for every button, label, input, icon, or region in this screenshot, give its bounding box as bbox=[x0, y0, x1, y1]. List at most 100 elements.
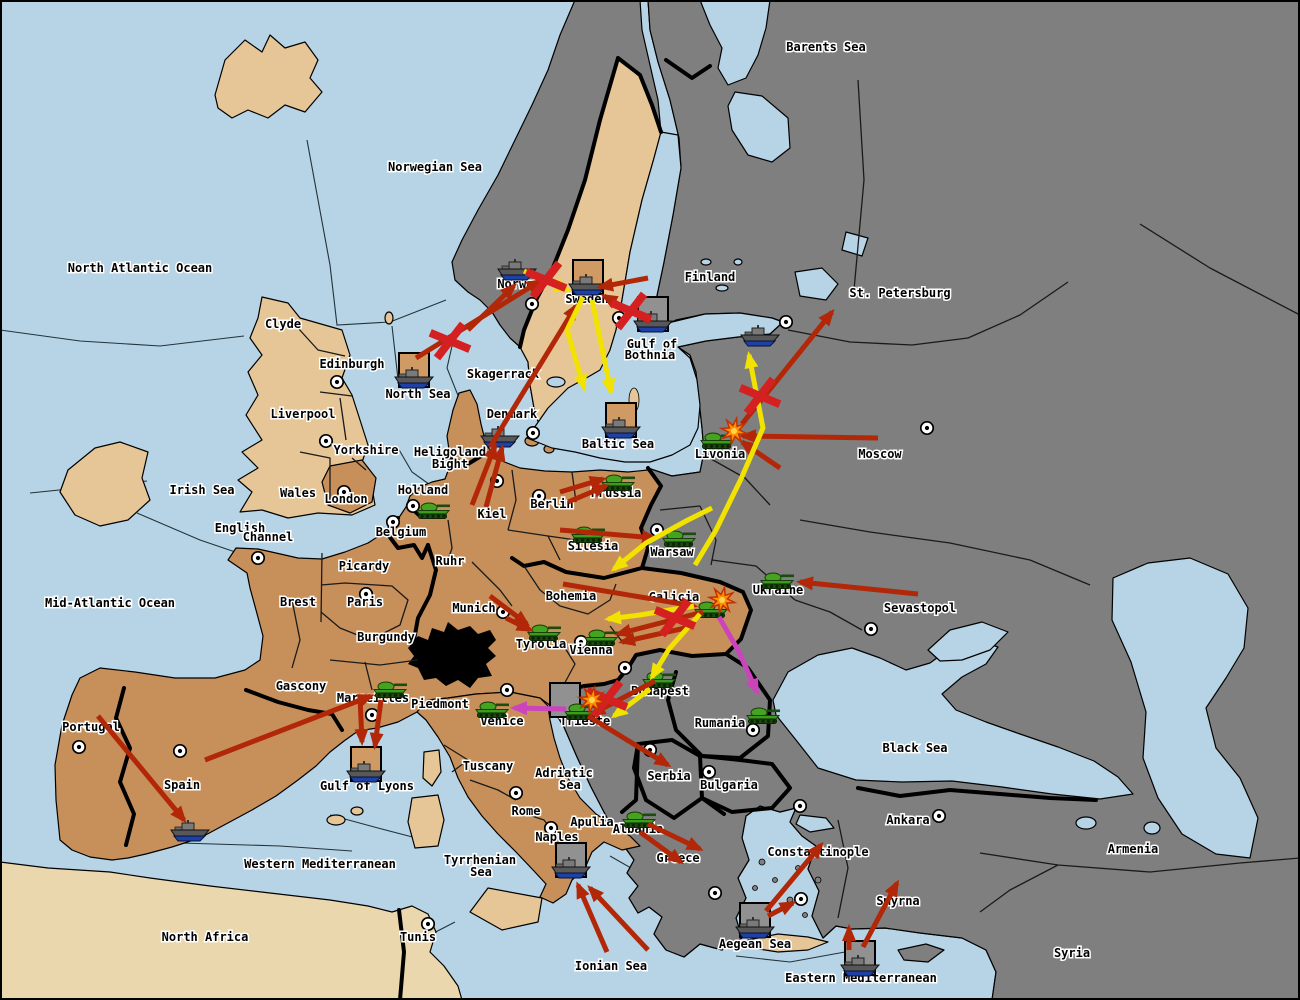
sea-black-sea bbox=[772, 638, 1134, 800]
label-ionian-sea: Ionian Sea bbox=[575, 959, 647, 973]
label-english: English bbox=[215, 521, 266, 535]
label-tyrrhenian: Tyrrhenian bbox=[444, 853, 516, 867]
label-brest: Brest bbox=[280, 595, 316, 609]
order-arrow-red bbox=[646, 821, 704, 852]
label-bight: Bight bbox=[432, 457, 468, 471]
order-arrow-red bbox=[487, 302, 579, 449]
order-arrow-red bbox=[504, 615, 534, 633]
label-london: London bbox=[324, 492, 367, 506]
supply-center-moscow bbox=[919, 420, 935, 436]
island-balearics bbox=[326, 814, 346, 826]
fleet-unit-aegean-sea[interactable] bbox=[735, 917, 776, 939]
order-arrow-red bbox=[96, 714, 187, 824]
order-arrow-red bbox=[204, 693, 375, 763]
lake-vanern bbox=[546, 376, 566, 388]
lake-ladoga bbox=[794, 267, 839, 301]
order-arrow-red bbox=[369, 699, 384, 750]
army-unit-marseilles[interactable] bbox=[373, 681, 408, 698]
label-belgium: Belgium bbox=[376, 525, 427, 539]
label-north-atlantic-ocean: North Atlantic Ocean bbox=[68, 261, 213, 275]
army-unit-venice[interactable] bbox=[475, 701, 510, 718]
lake-finland-3 bbox=[733, 258, 743, 266]
label-tunis: Tunis bbox=[400, 930, 436, 944]
army-unit-tyrolia[interactable] bbox=[527, 624, 562, 641]
label-gulf-of-lyons: Gulf of Lyons bbox=[320, 779, 414, 793]
fleet-unit-st-petersburg[interactable] bbox=[740, 325, 781, 347]
order-arrow-magenta bbox=[510, 701, 567, 716]
label-yorkshire: Yorkshire bbox=[333, 443, 398, 457]
order-arrow-red bbox=[796, 576, 919, 597]
label-piedmont: Piedmont bbox=[411, 697, 469, 711]
label-norwegian-sea: Norwegian Sea bbox=[388, 160, 482, 174]
order-arrow-red bbox=[764, 841, 824, 913]
fleet-unit-eastern-mediterranean[interactable] bbox=[840, 955, 881, 977]
order-arrow-red bbox=[562, 581, 698, 611]
army-unit-ukraine[interactable] bbox=[760, 572, 795, 589]
order-arrow-yellow bbox=[610, 687, 652, 719]
supply-center-denmark bbox=[525, 425, 541, 441]
label-livonia: Livonia bbox=[695, 447, 746, 461]
supply-center-belgium bbox=[385, 514, 401, 530]
landmass-switzerland-impassable bbox=[408, 622, 496, 688]
label-ankara: Ankara bbox=[886, 813, 929, 827]
landmass-britain bbox=[237, 296, 376, 519]
label-ruhr: Ruhr bbox=[436, 554, 465, 568]
order-arrow-red bbox=[860, 879, 900, 949]
order-arrow-magenta bbox=[716, 615, 760, 696]
dislodged-explosion-marker bbox=[718, 415, 750, 447]
supply-center-sevastopol bbox=[863, 621, 879, 637]
failed-order-x-marker bbox=[609, 291, 653, 331]
label-moscow: Moscow bbox=[858, 447, 902, 461]
island-sicily bbox=[469, 887, 543, 931]
label-edinburgh: Edinburgh bbox=[319, 357, 384, 371]
supply-center-greece bbox=[707, 885, 723, 901]
order-arrow-red bbox=[766, 900, 797, 919]
island-balearics-2 bbox=[350, 806, 364, 816]
army-unit-rumania[interactable] bbox=[746, 707, 781, 724]
supply-center-constantinople bbox=[792, 798, 808, 814]
order-arrow-yellow bbox=[564, 295, 588, 392]
supply-center-smyrna bbox=[793, 891, 809, 907]
order-arrow-red bbox=[466, 283, 517, 332]
order-arrow-yellow bbox=[604, 603, 695, 625]
sea-caspian bbox=[1111, 557, 1259, 859]
lake-onega bbox=[841, 231, 869, 257]
supply-center-bulgaria bbox=[701, 764, 717, 780]
label-western-mediterranean: Western Mediterranean bbox=[244, 857, 396, 871]
fleet-unit-spain-south-coast[interactable] bbox=[170, 820, 211, 842]
army-unit-vienna[interactable] bbox=[584, 629, 619, 646]
army-unit-warsaw[interactable] bbox=[662, 530, 697, 547]
order-arrow-red bbox=[586, 713, 672, 768]
island-sardinia bbox=[407, 794, 445, 849]
fleet-unit-baltic-sea[interactable] bbox=[601, 417, 642, 439]
order-arrow-red bbox=[739, 429, 879, 444]
supply-center-tunis bbox=[420, 916, 436, 932]
sea-white-sea bbox=[727, 91, 791, 163]
island-cyprus bbox=[897, 943, 945, 963]
label-gulf-of: Gulf of bbox=[627, 337, 678, 351]
label-irish-sea: Irish Sea bbox=[169, 483, 234, 497]
army-unit-prussia[interactable] bbox=[601, 474, 636, 491]
order-arrow-yellow bbox=[610, 505, 714, 572]
supply-center-naples bbox=[543, 820, 559, 836]
failed-order-x-marker bbox=[524, 260, 568, 300]
supply-center-berlin bbox=[531, 488, 547, 504]
label-channel: Channel bbox=[243, 530, 294, 544]
fleet-unit-gulf-of-lyons[interactable] bbox=[346, 761, 387, 783]
army-unit-holland[interactable] bbox=[416, 502, 451, 519]
fleet-unit-north-sea[interactable] bbox=[394, 367, 435, 389]
label-mid-atlantic-ocean: Mid-Atlantic Ocean bbox=[45, 596, 175, 610]
label-serbia: Serbia bbox=[647, 769, 690, 783]
supply-center-norway bbox=[524, 296, 540, 312]
order-arrow-yellow bbox=[589, 299, 616, 396]
supply-center-ankara bbox=[931, 808, 947, 824]
label-st-petersburg: St. Petersburg bbox=[849, 286, 950, 300]
landmass-north-africa bbox=[0, 861, 463, 1000]
lake-finland-2 bbox=[715, 284, 729, 292]
supply-center-portugal bbox=[71, 739, 87, 755]
fleet-unit-naples[interactable] bbox=[551, 857, 592, 879]
supply-center-edinburgh bbox=[329, 374, 345, 390]
